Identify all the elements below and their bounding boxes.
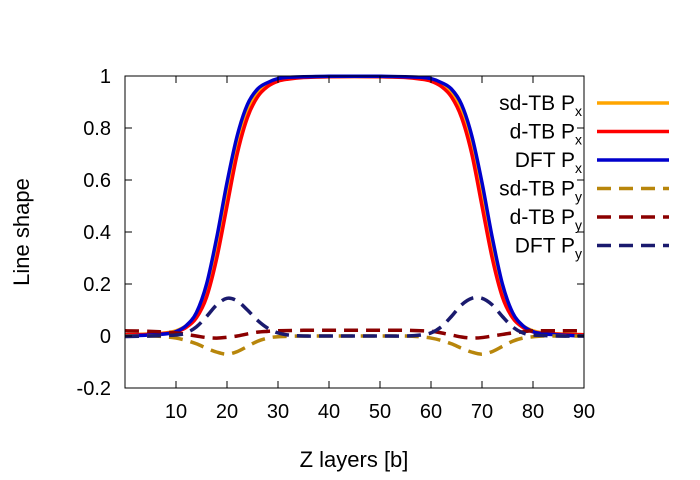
y-tick-label: 0.8 bbox=[83, 118, 111, 140]
y-tick-label: -0.2 bbox=[77, 378, 111, 400]
y-tick-label: 0 bbox=[100, 326, 111, 348]
legend-label: sd-TB Py bbox=[499, 178, 582, 205]
axis-ticks bbox=[125, 75, 585, 389]
y-tick-label: 0.2 bbox=[83, 274, 111, 296]
y-axis-title: Line shape bbox=[9, 178, 34, 286]
legend-label: sd-TB Px bbox=[499, 92, 582, 119]
x-tick-label: 70 bbox=[471, 401, 493, 423]
x-tick-label: 10 bbox=[165, 401, 187, 423]
x-tick-label: 30 bbox=[267, 401, 289, 423]
y-tick-label: 0.4 bbox=[83, 222, 111, 244]
legend-label: DFT Py bbox=[515, 235, 582, 262]
series-line-d-tb-py bbox=[124, 328, 584, 340]
y-tick-label: 0.6 bbox=[83, 170, 111, 192]
axis-tick-labels: 10 20 30 40 50 60 70 80 90 -0.2 0 0.2 0.4 0.6 0.8 1 bbox=[77, 66, 596, 423]
legend-label: d-TB Px bbox=[510, 121, 582, 148]
legend-label: d-TB Py bbox=[510, 206, 582, 233]
legend-label: DFT Px bbox=[515, 149, 582, 176]
x-axis-title: Z layers [b] bbox=[300, 447, 409, 472]
x-tick-label: 90 bbox=[573, 401, 595, 423]
x-tick-label: 50 bbox=[369, 401, 391, 423]
y-tick-label: 1 bbox=[100, 66, 111, 88]
x-tick-label: 40 bbox=[318, 401, 340, 423]
series-line-dft-py bbox=[124, 295, 585, 339]
series-line-sd-tb-py bbox=[124, 334, 584, 356]
x-tick-label: 20 bbox=[216, 401, 238, 423]
x-tick-label: 80 bbox=[522, 401, 544, 423]
x-tick-label: 60 bbox=[420, 401, 442, 423]
